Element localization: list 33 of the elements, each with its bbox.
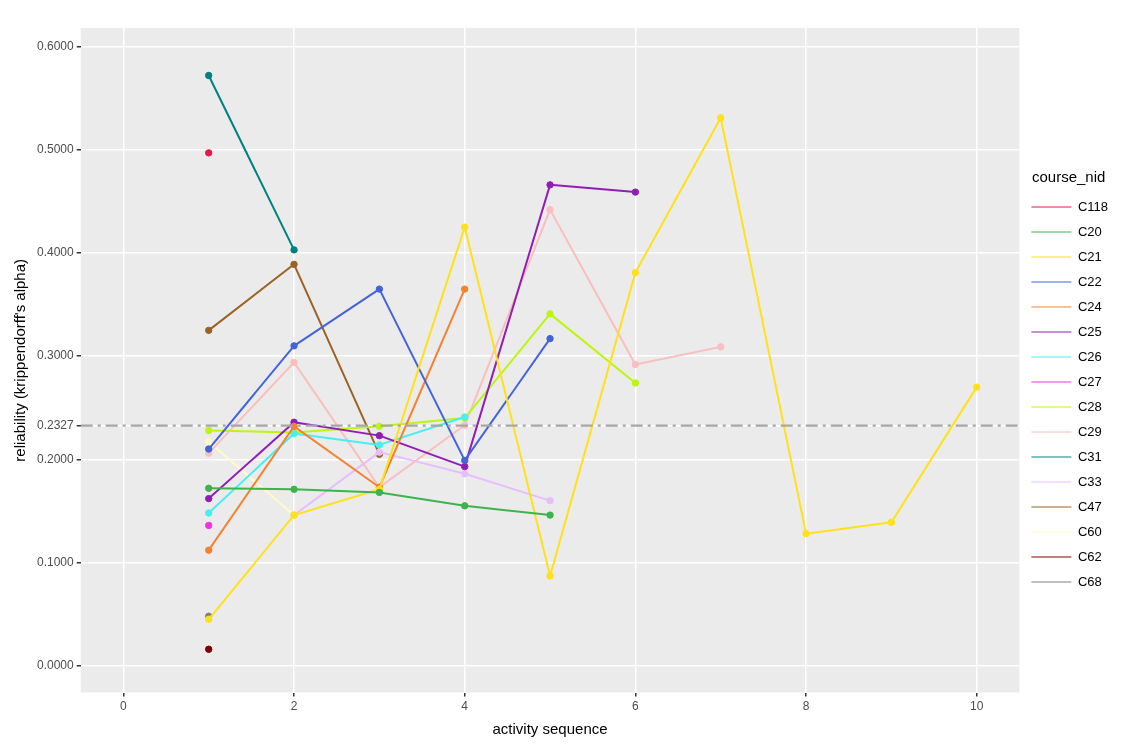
legend-label: C60 [1077, 523, 1102, 539]
y-axis-title: reliability (krippendorff's alpha) [11, 258, 29, 462]
legend-label: C29 [1077, 423, 1102, 439]
x-tick-label: 0 [120, 699, 128, 714]
legend-label: C20 [1077, 223, 1102, 239]
y-tick-label: 0.1000 [37, 554, 75, 569]
y-tick-label: 0.2000 [37, 451, 75, 466]
x-axis-title: activity sequence [492, 720, 608, 738]
legend-label: C68 [1077, 573, 1102, 589]
y-tick-label: 0.5000 [37, 142, 75, 157]
y-tick-label: 0.6000 [37, 38, 75, 53]
legend-label: C26 [1077, 348, 1102, 364]
legend-label: C62 [1077, 548, 1102, 564]
legend-label: C24 [1077, 298, 1102, 314]
y-tick-label: 0.4000 [37, 245, 75, 260]
y-tick-label: 0.2327 [37, 417, 75, 432]
legend-label: C31 [1077, 448, 1102, 464]
legend-label: C21 [1077, 248, 1102, 264]
legend-label: C25 [1077, 323, 1102, 339]
legend-label: C47 [1077, 498, 1102, 514]
legend-label: C27 [1077, 373, 1102, 389]
legend-label: C22 [1077, 273, 1102, 289]
y-tick-label: 0.3000 [37, 348, 75, 363]
y-tick-label: 0.0000 [37, 658, 75, 673]
legend-label: C33 [1077, 473, 1102, 489]
x-tick-label: 10 [970, 699, 984, 714]
x-tick-label: 6 [632, 699, 640, 714]
legend-title: course_nid [1032, 168, 1106, 186]
legend-label: C118 [1077, 198, 1109, 214]
x-tick-label: 2 [290, 699, 298, 714]
x-tick-label: 8 [802, 699, 810, 714]
legend-label: C28 [1077, 398, 1102, 414]
x-tick-label: 4 [461, 699, 469, 714]
